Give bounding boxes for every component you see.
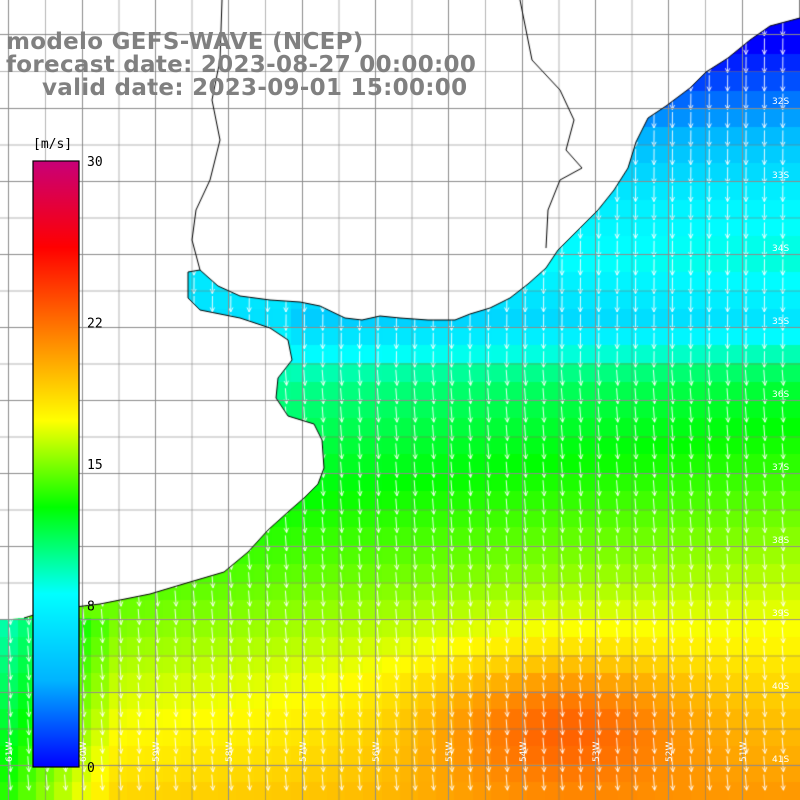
title-forecast-date: forecast date: 2023-08-27 00:00:00 [6,52,477,78]
title-model: modelo GEFS-WAVE (NCEP) [6,29,364,55]
title-valid-date: valid date: 2023-09-01 15:00:00 [42,75,468,101]
